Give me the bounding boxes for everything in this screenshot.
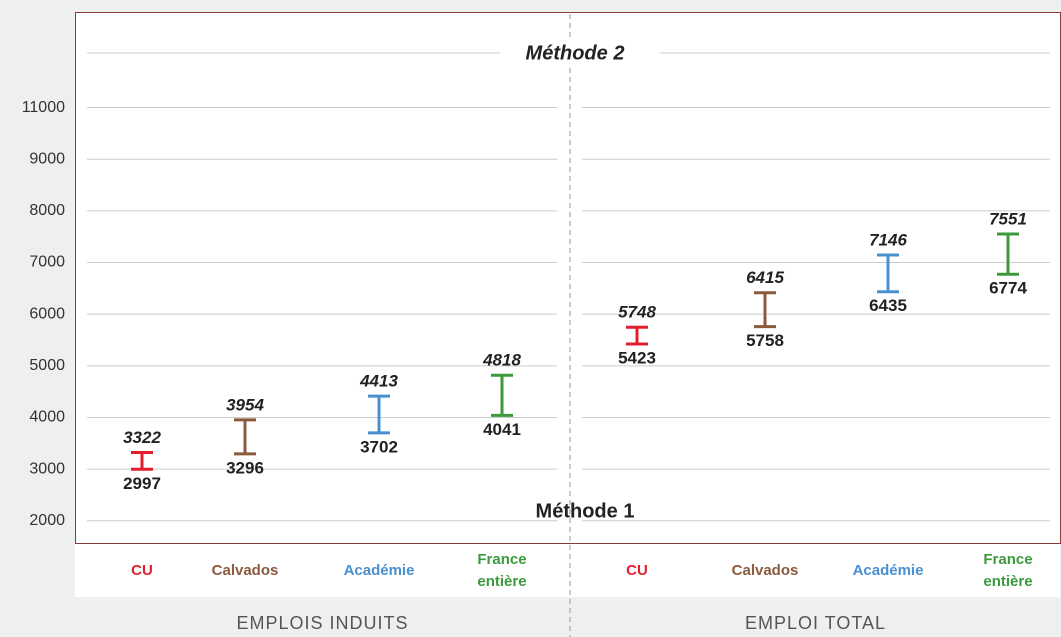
category-label: CU [131, 562, 153, 579]
high-label: 3322 [123, 428, 161, 447]
category-label: Académie [344, 562, 415, 579]
high-label: 7146 [869, 230, 907, 249]
high-label: 6415 [746, 268, 784, 287]
y-tick-label: 6000 [29, 305, 65, 322]
annotation: Méthode 2 [526, 42, 625, 64]
low-label: 6435 [869, 296, 907, 315]
y-tick-label: 2000 [29, 512, 65, 529]
low-label: 5758 [746, 331, 784, 350]
category-label: CU [626, 562, 648, 579]
category-label: Calvados [732, 562, 799, 579]
annotation-bg [500, 40, 660, 66]
y-tick-label: 9000 [29, 150, 65, 167]
y-tick-label: 8000 [29, 202, 65, 219]
y-tick-label: 4000 [29, 409, 65, 426]
low-label: 3702 [360, 437, 398, 456]
category-label: Calvados [212, 562, 279, 579]
low-label: 6774 [989, 279, 1027, 298]
annotation: Méthode 1 [536, 500, 635, 522]
y-tick-label: 5000 [29, 357, 65, 374]
low-label: 2997 [123, 474, 161, 493]
high-label: 5748 [618, 303, 656, 322]
y-tick-label: 3000 [29, 460, 65, 477]
low-label: 5423 [618, 348, 656, 367]
group-label: EMPLOI TOTAL [745, 613, 886, 633]
y-tick-label: 11000 [22, 99, 65, 116]
category-label: France entière [983, 551, 1032, 590]
high-label: 4818 [482, 351, 521, 370]
category-label: Académie [853, 562, 924, 579]
plot-background [75, 12, 1060, 597]
category-label: France entière [477, 551, 526, 590]
high-label: 3954 [226, 395, 264, 414]
low-label: 4041 [483, 420, 521, 439]
low-label: 3296 [226, 458, 264, 477]
high-label: 7551 [989, 210, 1027, 229]
group-label: EMPLOIS INDUITS [236, 613, 408, 633]
y-tick-label: 7000 [29, 254, 65, 271]
high-label: 4413 [359, 372, 398, 391]
